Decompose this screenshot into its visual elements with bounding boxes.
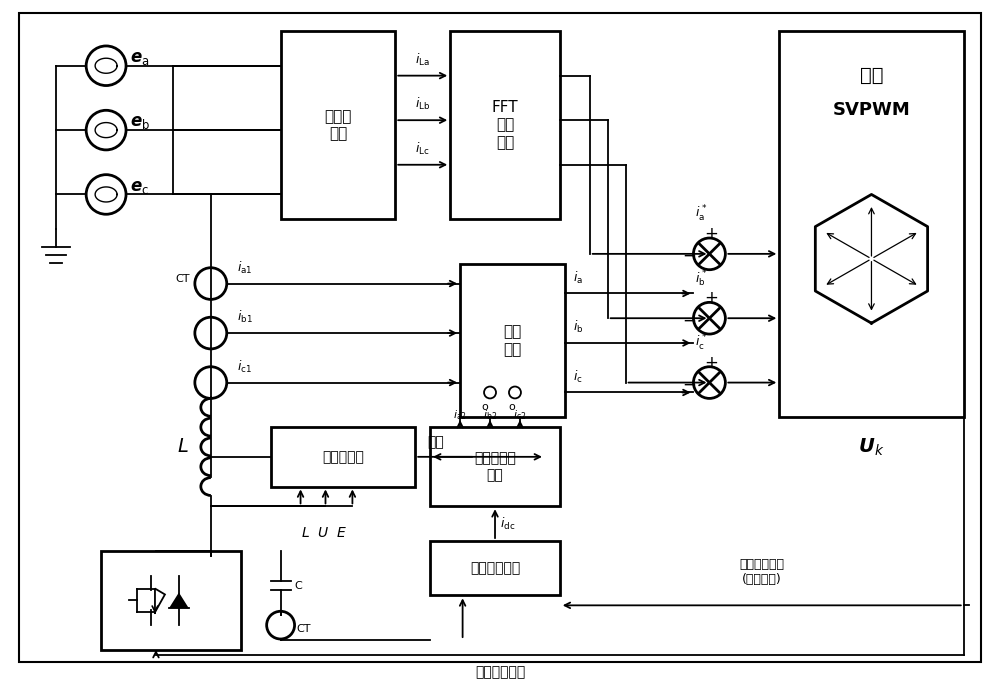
Text: $i^*_{\rm b}$: $i^*_{\rm b}$ xyxy=(695,268,708,288)
Text: $i_{\rm a1}$: $i_{\rm a1}$ xyxy=(237,260,252,276)
Text: 采样控制信号
(开关信号): 采样控制信号 (开关信号) xyxy=(739,557,784,585)
Text: o: o xyxy=(482,402,488,413)
Text: $i_{\rm Lc}$: $i_{\rm Lc}$ xyxy=(415,141,430,157)
Text: $L$  $U$  $E$: $L$ $U$ $E$ xyxy=(301,526,347,540)
Text: +: + xyxy=(704,354,718,372)
Text: $i_{\rm a}$: $i_{\rm a}$ xyxy=(573,270,583,285)
Text: 非线性
负载: 非线性 负载 xyxy=(324,109,352,141)
Text: +: + xyxy=(704,290,718,307)
Text: $i^*_{\rm a}$: $i^*_{\rm a}$ xyxy=(695,204,708,224)
Bar xyxy=(430,541,560,596)
Text: CT: CT xyxy=(175,274,190,283)
Text: 滞环: 滞环 xyxy=(860,66,883,85)
Text: 直流电流采样: 直流电流采样 xyxy=(470,561,520,575)
Bar xyxy=(779,31,964,417)
Text: 故障
判据: 故障 判据 xyxy=(503,324,522,357)
Bar xyxy=(450,31,560,219)
Polygon shape xyxy=(169,592,189,609)
Text: $i_{\rm b1}$: $i_{\rm b1}$ xyxy=(237,309,252,325)
Text: −: − xyxy=(683,247,696,265)
Bar xyxy=(460,264,565,417)
Text: $\boldsymbol{U}_k$: $\boldsymbol{U}_k$ xyxy=(858,436,885,458)
Text: $i_{\rm La}$: $i_{\rm La}$ xyxy=(415,52,430,68)
Text: $i^*_{\rm c}$: $i^*_{\rm c}$ xyxy=(695,333,708,353)
Text: $\boldsymbol{e}_{\rm c}$: $\boldsymbol{e}_{\rm c}$ xyxy=(130,178,149,195)
Text: $i_{\rm dc}$: $i_{\rm dc}$ xyxy=(500,516,515,531)
Text: SVPWM: SVPWM xyxy=(833,101,910,120)
Text: −: − xyxy=(683,376,696,393)
Text: FFT
谐波
提取: FFT 谐波 提取 xyxy=(492,100,518,150)
Text: −: − xyxy=(683,311,696,329)
Bar xyxy=(281,31,395,219)
Text: $i_{\rm b}$: $i_{\rm b}$ xyxy=(573,319,583,335)
Text: $i_{\rm Lb}$: $i_{\rm Lb}$ xyxy=(415,96,430,112)
Text: +: + xyxy=(704,225,718,243)
Text: $i_{\rm c1}$: $i_{\rm c1}$ xyxy=(237,359,252,375)
Text: 交流电流重
构法: 交流电流重 构法 xyxy=(474,451,516,482)
Text: $\boldsymbol{e}_{\rm b}$: $\boldsymbol{e}_{\rm b}$ xyxy=(130,113,150,131)
Text: C: C xyxy=(295,581,302,591)
Text: $i_{\rm a2}$: $i_{\rm a2}$ xyxy=(453,408,467,422)
Text: $i_{\rm c}$: $i_{\rm c}$ xyxy=(573,368,583,385)
Bar xyxy=(271,427,415,486)
Text: 修正: 修正 xyxy=(427,435,444,449)
Text: $\boldsymbol{e}_{\rm a}$: $\boldsymbol{e}_{\rm a}$ xyxy=(130,48,150,67)
Text: 开关控制信号: 开关控制信号 xyxy=(475,665,525,679)
Text: 电流观测器: 电流观测器 xyxy=(322,450,364,464)
Text: $L$: $L$ xyxy=(177,437,189,456)
Bar xyxy=(101,551,241,650)
Text: o: o xyxy=(509,402,515,413)
Bar xyxy=(430,427,560,506)
Text: CT: CT xyxy=(297,624,311,634)
Text: $i_{\rm c2}$: $i_{\rm c2}$ xyxy=(513,408,527,422)
Text: $i_{\rm b2}$: $i_{\rm b2}$ xyxy=(483,408,497,422)
